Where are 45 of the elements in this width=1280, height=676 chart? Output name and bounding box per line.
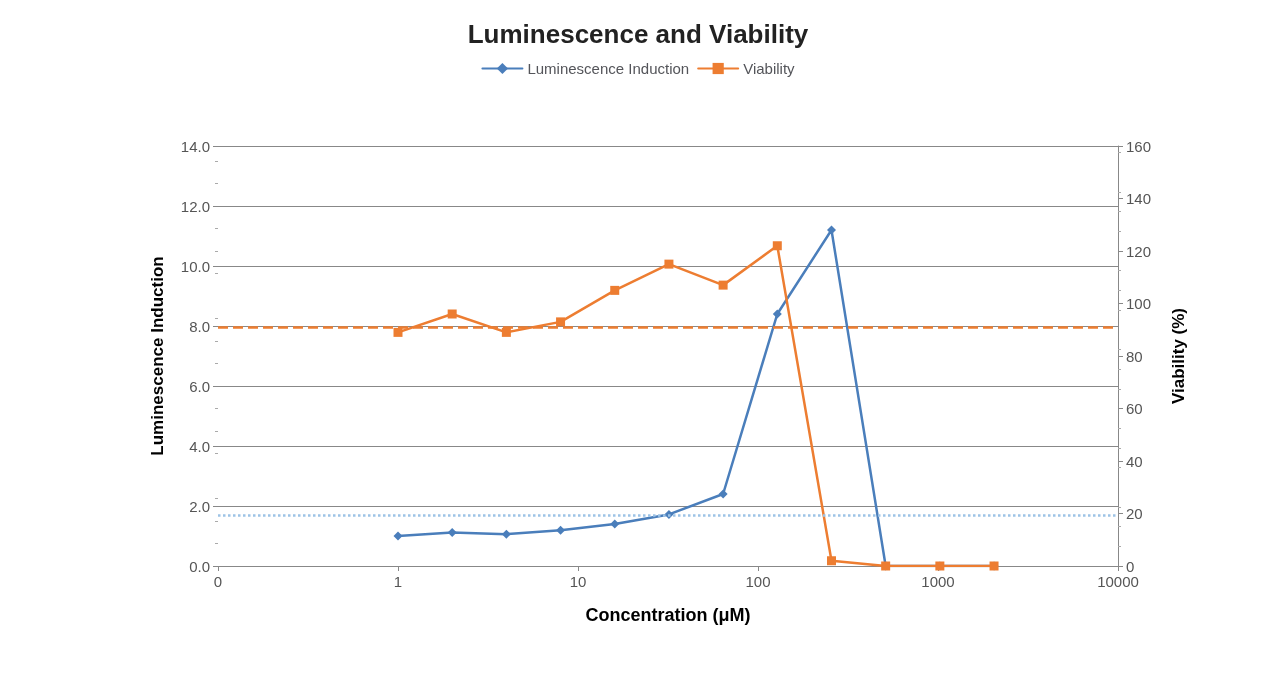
y2-tick-label: 160 xyxy=(1126,137,1152,155)
y-tick-label: 2.0 xyxy=(189,497,210,515)
x-tick-label: 10 xyxy=(569,573,587,590)
y-tick-label: 14.0 xyxy=(180,137,210,155)
chart-title: Luminescence and Viability xyxy=(467,19,809,49)
legend-label: Viability xyxy=(743,60,796,77)
y-tick-label: 4.0 xyxy=(189,437,210,455)
y2-tick-label: 100 xyxy=(1126,295,1152,312)
x-tick-label: 1 xyxy=(393,573,403,590)
y-axis-title: Luminescence Induction xyxy=(148,256,167,456)
x-axis-title: Concentration (μM) xyxy=(585,605,751,625)
x-tick-label: 100 xyxy=(745,573,771,590)
x-tick-label: 10000 xyxy=(1097,573,1139,590)
point xyxy=(718,280,728,290)
point xyxy=(610,285,620,295)
point xyxy=(447,309,457,319)
point xyxy=(501,327,511,337)
point xyxy=(393,327,403,337)
y2-tick-label: 140 xyxy=(1126,190,1152,207)
y-tick-label: 6.0 xyxy=(189,377,210,395)
point xyxy=(556,317,566,327)
x-tick-label: 0 xyxy=(213,573,223,590)
point xyxy=(664,259,674,269)
point xyxy=(393,531,403,541)
point xyxy=(556,525,566,535)
point xyxy=(610,519,620,529)
y2-tick-label: 120 xyxy=(1126,242,1152,260)
y2-axis-title: Viability (%) xyxy=(1169,307,1188,405)
x-tick-label: 1000 xyxy=(921,573,955,590)
y-tick-label: 10.0 xyxy=(180,257,210,275)
legend-label: Luminescence Induction xyxy=(527,60,690,77)
y2-tick-label: 20 xyxy=(1126,505,1143,522)
y2-tick-label: 40 xyxy=(1126,452,1143,470)
y2-tick-label: 0 xyxy=(1126,557,1135,575)
y2-tick-label: 80 xyxy=(1126,347,1143,365)
point xyxy=(501,529,511,539)
point xyxy=(826,556,836,566)
point xyxy=(772,309,782,319)
y2-tick-label: 60 xyxy=(1126,400,1143,417)
point xyxy=(718,489,728,499)
y-tick-label: 12.0 xyxy=(180,197,210,215)
y-tick-label: 8.0 xyxy=(189,317,210,335)
y-tick-label: 0.0 xyxy=(189,557,210,575)
point xyxy=(447,527,457,537)
point xyxy=(772,241,782,251)
